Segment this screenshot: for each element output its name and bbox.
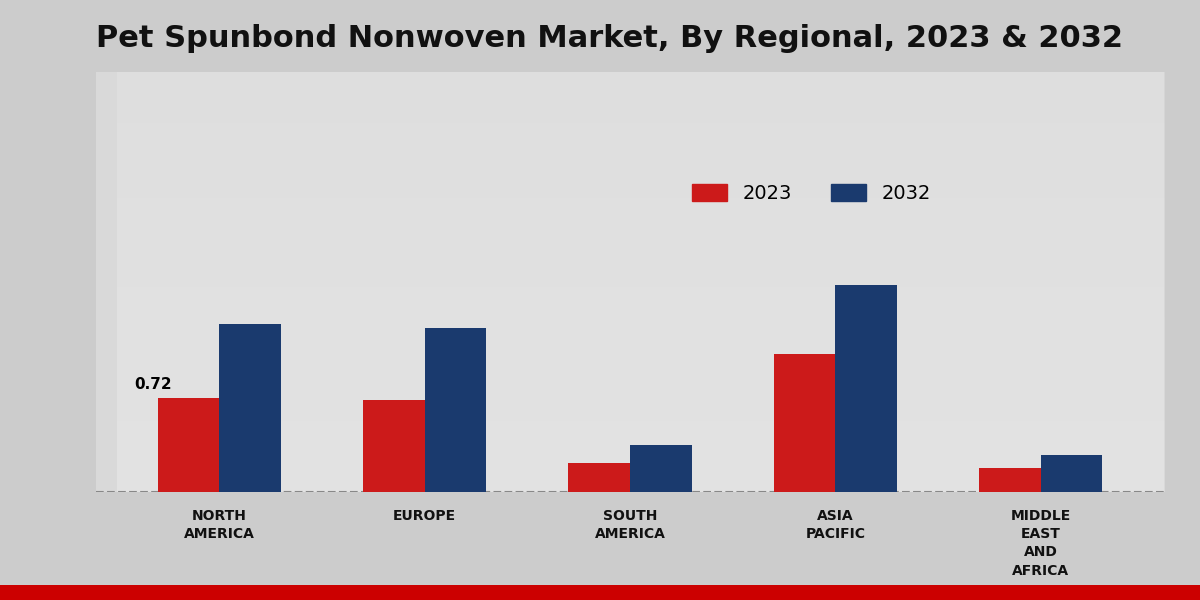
Bar: [220, 324, 281, 492]
Text: 0.72: 0.72: [134, 377, 173, 392]
Bar: [569, 463, 630, 492]
Bar: [425, 328, 486, 492]
Bar: [1040, 455, 1103, 492]
Legend: 2023, 2032: 2023, 2032: [683, 174, 941, 213]
Bar: [979, 469, 1040, 492]
Bar: [630, 445, 691, 492]
Bar: [835, 284, 898, 492]
Bar: [774, 354, 835, 492]
Text: Pet Spunbond Nonwoven Market, By Regional, 2023 & 2032: Pet Spunbond Nonwoven Market, By Regiona…: [96, 24, 1123, 53]
Bar: [364, 400, 425, 492]
Bar: [157, 397, 220, 492]
